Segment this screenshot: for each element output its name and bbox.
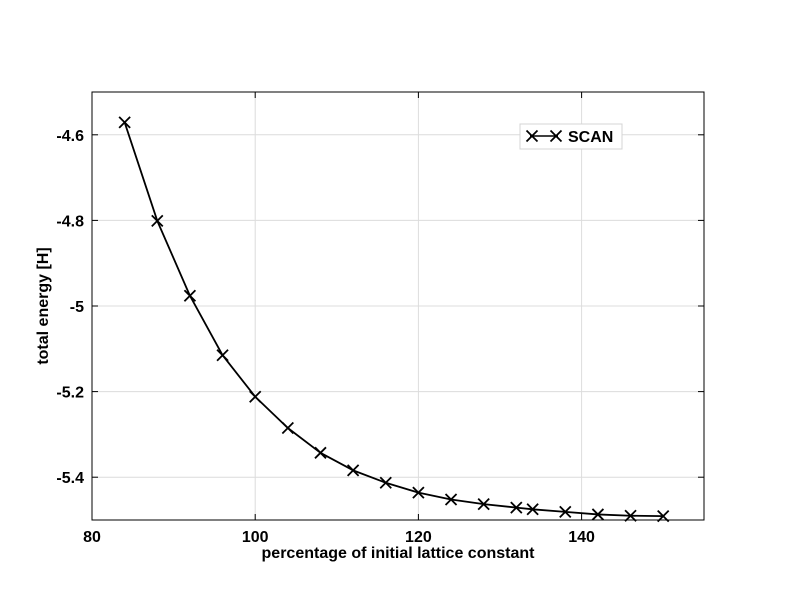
marker-stroke [477,498,490,511]
marker-stroke [216,349,229,362]
data-point [657,510,670,523]
series-layer [118,116,670,523]
data-point [444,493,458,506]
y-tick-label: -5 [70,299,84,316]
legend-entry-scan: SCAN [568,129,613,146]
data-point [346,464,360,477]
data-point [559,505,572,519]
legend: SCAN [519,123,623,150]
x-axis-ticks: 80 100 120 140 [83,92,595,546]
series-line [123,122,664,518]
marker-stroke [183,289,197,302]
data-point [510,501,523,514]
data-point [118,116,131,129]
data-point [526,503,539,516]
y-tick-label: -4.6 [56,128,84,145]
legend-markers [525,129,563,143]
y-tick-label: -5.4 [56,470,84,487]
legend-marker [549,129,563,143]
x-tick-label: 140 [568,529,595,546]
data-point [477,498,490,511]
x-tick-label: 100 [242,529,269,546]
y-tick-label: -5.2 [56,385,84,402]
data-point [151,214,164,227]
data-point [183,289,197,302]
x-tick-label: 80 [83,529,101,546]
marker-stroke [346,464,360,477]
marker-stroke [510,501,523,514]
data-point [412,486,425,499]
legend-marker [525,129,539,143]
marker-stroke [657,510,670,523]
x-axis-label: percentage of initial lattice constant [262,545,536,562]
grid-lines [91,92,704,520]
data-point [216,349,229,362]
marker-stroke [444,493,458,506]
marker-stroke [151,214,164,227]
data-point [249,390,262,403]
marker-stroke [281,421,294,435]
marker-stroke [591,508,605,521]
data-point [591,508,605,521]
data-point [314,446,327,459]
y-axis-label: total energy [H] [35,247,52,364]
marker-stroke [525,129,539,143]
marker-stroke [249,390,262,403]
marker-stroke [624,509,637,522]
y-axis-ticks: -5.4 -5.2 -5 -4.8 -4.6 [56,128,704,487]
marker-stroke [412,486,425,499]
marker-stroke [559,505,572,519]
marker-stroke [549,129,563,143]
data-point [281,421,294,435]
y-tick-label: -4.8 [56,213,84,230]
data-point [624,509,637,522]
marker-stroke [379,476,392,489]
x-tick-label: 120 [405,529,432,546]
marker-stroke [118,116,131,129]
data-point [379,476,392,489]
marker-stroke [314,446,327,459]
marker-stroke [526,503,539,516]
